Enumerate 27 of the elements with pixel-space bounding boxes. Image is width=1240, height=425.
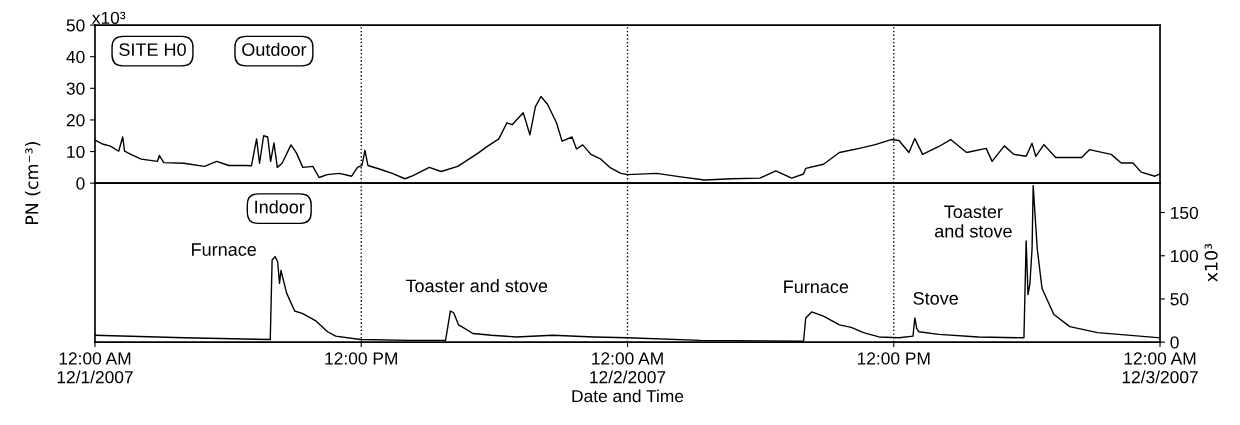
y-axis-title: PN (cm⁻³) bbox=[24, 142, 41, 225]
y-tick-label: 150 bbox=[1171, 206, 1199, 220]
y-tick-label: 30 bbox=[66, 82, 85, 95]
annotation: Furnace bbox=[784, 280, 849, 294]
y-tick-label: 10 bbox=[67, 145, 85, 159]
text: x10³ bbox=[91, 11, 126, 25]
y-tick-label: 0 bbox=[1170, 336, 1179, 349]
y-tick-label: 100 bbox=[1171, 249, 1199, 263]
annotation: Outdoor bbox=[242, 42, 307, 57]
y-tick-label: 50 bbox=[1170, 293, 1189, 306]
annotation: SITE H0 bbox=[119, 43, 186, 57]
x-tick-label: 12:00 PM bbox=[325, 352, 397, 365]
x-axis-title: Date and Time bbox=[572, 389, 684, 403]
y-axis-title: x10³ bbox=[1204, 243, 1218, 282]
annotation: Furnace bbox=[192, 243, 257, 256]
annotation: Indoor bbox=[255, 200, 305, 214]
x-tick-label: 12:00 AM 12/3/2007 bbox=[1122, 352, 1198, 384]
y-tick-label: 20 bbox=[66, 114, 85, 127]
y-tick-label: 0 bbox=[76, 177, 85, 190]
y-tick-label: 40 bbox=[66, 50, 85, 64]
y-tick-label: 50 bbox=[66, 19, 85, 32]
x-tick-label: 12:00 AM 12/1/2007 bbox=[57, 352, 133, 384]
annotation: Toaster and stove bbox=[935, 205, 1012, 238]
annotation: Stove bbox=[913, 291, 958, 305]
annotation: Toaster and stove bbox=[405, 279, 548, 293]
x-tick-label: 12:00 AM 12/2/2007 bbox=[590, 352, 666, 384]
x-tick-label: 12:00 PM bbox=[857, 352, 930, 365]
